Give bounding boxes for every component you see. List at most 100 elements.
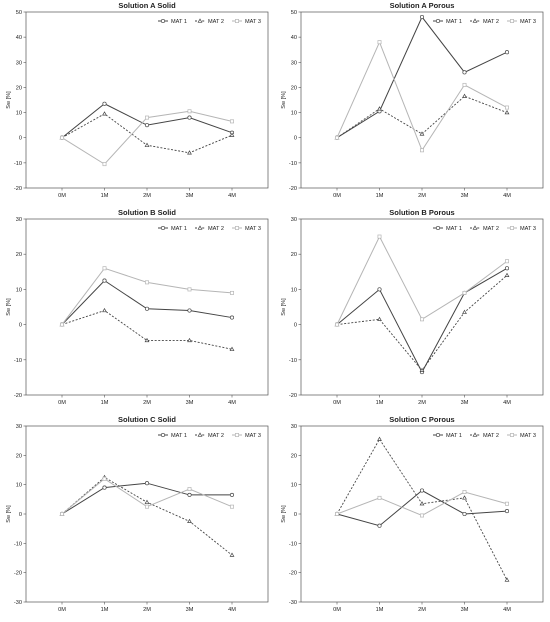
chart-panel: Solution B Solid -20 -10 0 10 20 30 0M 1M 2M 3M 4M S… [0, 207, 275, 414]
data-point [229, 132, 235, 137]
y-tick-label: 30 [291, 424, 297, 430]
y-tick-label: -10 [14, 541, 22, 547]
data-point [102, 266, 107, 271]
data-point [187, 308, 192, 313]
data-point [505, 105, 509, 110]
data-point [419, 488, 425, 493]
data-point [335, 322, 339, 327]
y-tick-label: -30 [289, 600, 297, 606]
legend-marker [235, 226, 239, 230]
y-tick-label: 30 [16, 424, 22, 430]
x-tick-label: 4M [503, 400, 511, 406]
series-line-2 [336, 274, 508, 372]
data-point [377, 495, 382, 500]
series-line-3 [336, 235, 508, 325]
y-tick-label: -20 [289, 571, 297, 577]
data-point [145, 280, 149, 285]
data-point [504, 50, 510, 55]
data-point [504, 272, 510, 277]
legend-marker [510, 19, 514, 23]
legend-marker [472, 432, 478, 437]
legend-label: MAT 1 [446, 19, 462, 25]
legend-label: MAT 1 [446, 226, 462, 232]
x-tick-label: 0M [333, 607, 341, 613]
y-tick-label: 0 [294, 323, 297, 329]
chart-title: Solution C Porous [389, 415, 454, 424]
y-tick-label: 50 [291, 10, 297, 16]
data-point [144, 481, 150, 486]
y-tick-label: 0 [19, 136, 22, 142]
x-tick-label: 1M [101, 607, 109, 613]
y-tick-label: 20 [16, 453, 22, 459]
data-point [229, 315, 235, 320]
data-point [420, 148, 424, 153]
legend-marker [197, 225, 203, 230]
data-point [102, 162, 107, 167]
data-point [187, 109, 192, 114]
y-tick-label: 0 [294, 136, 297, 142]
data-point [102, 307, 107, 313]
chart-panel: Solution C Solid -30 -20 -10 0 10 20 30 0M 1M 2M 3M… [0, 414, 275, 621]
y-tick-label: 40 [16, 35, 22, 41]
y-tick-label: -20 [14, 186, 22, 192]
data-point [462, 93, 467, 98]
data-point [419, 367, 425, 373]
chart-title: Solution B Porous [389, 208, 454, 217]
chart-svg: Solution C Solid -30 -20 -10 0 10 20 30 0M 1M 2M 3M… [6, 415, 269, 613]
series-line-1 [61, 103, 233, 139]
legend-marker [510, 226, 514, 230]
data-point [462, 70, 467, 75]
legend-label: MAT 3 [520, 433, 536, 439]
x-tick-label: 0M [58, 400, 66, 406]
legend-marker [435, 432, 441, 438]
series-line-1 [61, 482, 232, 515]
chart-title: Solution A Porous [390, 1, 455, 10]
data-point [144, 306, 150, 311]
legend-label: MAT 1 [171, 433, 187, 439]
x-tick-label: 1M [101, 193, 109, 199]
x-tick-label: 1M [376, 400, 384, 406]
chart-svg: Solution B Solid -20 -10 0 10 20 30 0M 1M 2M 3M 4M S… [6, 208, 269, 406]
legend-marker [235, 433, 239, 437]
legend-label: MAT 3 [520, 19, 536, 25]
x-tick-label: 2M [143, 607, 151, 613]
y-axis-label: Sw [%] [281, 91, 287, 109]
y-axis-label: Sw [%] [6, 298, 12, 316]
data-point [377, 436, 382, 441]
y-tick-label: 10 [16, 287, 22, 293]
chart-svg: Solution A Solid -20 -10 0 10 20 30 40 50 0M 1M 2M 3… [6, 1, 269, 199]
data-point [462, 290, 467, 295]
y-tick-label: 40 [291, 35, 297, 41]
legend-label: MAT 3 [520, 226, 536, 232]
data-point [462, 490, 467, 494]
y-axis-label: Sw [%] [6, 505, 12, 523]
x-tick-label: 0M [58, 193, 66, 199]
y-axis-label: Sw [%] [6, 91, 12, 109]
data-point [60, 322, 64, 327]
data-point [144, 337, 150, 343]
data-point [187, 115, 192, 120]
data-point [420, 513, 424, 518]
data-point [230, 504, 234, 509]
data-point [102, 278, 107, 283]
y-tick-label: -10 [14, 358, 22, 364]
legend-label: MAT 2 [483, 226, 499, 232]
x-tick-label: 1M [376, 607, 384, 613]
y-axis-label: Sw [%] [281, 298, 287, 316]
series-line-2 [336, 95, 508, 139]
y-tick-label: -30 [14, 600, 22, 606]
y-tick-label: 30 [291, 217, 297, 223]
plot-frame [300, 11, 544, 189]
legend-label: MAT 2 [483, 433, 499, 439]
data-point [419, 14, 425, 20]
series-line-2 [61, 310, 233, 350]
data-point [102, 485, 107, 490]
y-tick-label: 10 [16, 483, 22, 489]
data-point [187, 337, 192, 343]
y-tick-label: 10 [16, 111, 22, 117]
data-point [462, 511, 467, 517]
legend-label: MAT 2 [483, 19, 499, 25]
data-point [144, 142, 150, 147]
data-point [462, 495, 467, 500]
legend-label: MAT 1 [171, 226, 187, 232]
